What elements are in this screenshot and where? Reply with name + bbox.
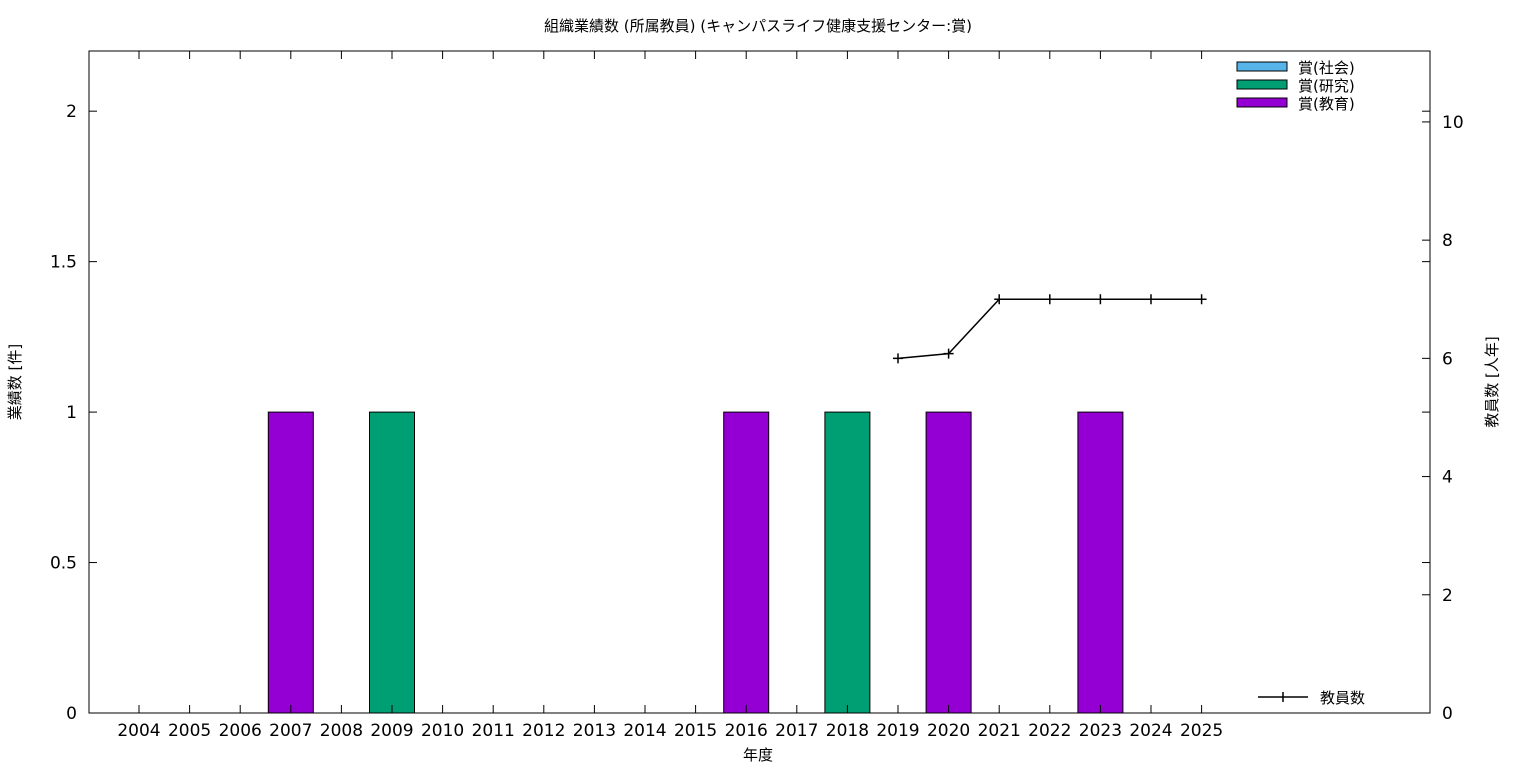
x-tick-label: 2016 — [725, 721, 768, 741]
x-tick-label: 2014 — [623, 721, 666, 741]
legend-line-label: 教員数 — [1320, 689, 1365, 707]
legend-swatch — [1236, 61, 1288, 72]
bar — [369, 411, 415, 714]
bars-layer — [267, 411, 1124, 714]
legend-swatch — [1236, 79, 1288, 90]
x-tick-label: 2007 — [269, 721, 312, 741]
bar — [723, 411, 770, 714]
left-y-tick-label: 1 — [66, 403, 77, 423]
legend-label: 賞(社会) — [1298, 59, 1355, 77]
x-tick-label: 2017 — [775, 721, 818, 741]
bar — [267, 411, 314, 714]
line-series-path — [897, 298, 1202, 360]
x-tick-label: 2004 — [117, 721, 160, 741]
x-tick-label: 2010 — [421, 721, 464, 741]
x-tick-label: 2005 — [168, 721, 211, 741]
x-tick-label: 2022 — [1028, 721, 1071, 741]
x-tick-label: 2008 — [320, 721, 363, 741]
right-y-tick-label: 8 — [1442, 231, 1453, 251]
right-y-tick-label: 0 — [1442, 704, 1453, 724]
x-tick-label: 2012 — [522, 721, 565, 741]
bar — [824, 411, 871, 714]
right-y-tick-label: 4 — [1442, 468, 1453, 488]
x-tick-label: 2013 — [573, 721, 616, 741]
x-tick-label: 2018 — [826, 721, 869, 741]
x-tick-label: 2020 — [927, 721, 970, 741]
x-tick-label: 2015 — [674, 721, 717, 741]
legend-layer: 賞(社会)賞(研究)賞(教育) 教員数 — [1236, 59, 1365, 707]
x-tick-label: 2023 — [1079, 721, 1122, 741]
right-y-tick-label: 6 — [1442, 349, 1453, 369]
x-tick-label: 2019 — [876, 721, 919, 741]
right-y-tick-label: 10 — [1442, 113, 1464, 133]
chart-title: 組織業績数 (所属教員) (キャンパスライフ健康支援センター:賞) — [544, 17, 972, 35]
legend-label: 賞(教育) — [1298, 95, 1355, 113]
bar — [1077, 411, 1124, 714]
x-tick-label: 2011 — [472, 721, 515, 741]
x-axis-label: 年度 — [743, 746, 773, 764]
legend-label: 賞(研究) — [1298, 77, 1355, 95]
left-y-tick-label: 0 — [66, 704, 77, 724]
y-axis-label-right: 教員数 [人年] — [1483, 336, 1501, 427]
line-layer — [893, 294, 1207, 364]
right-y-tick-label: 2 — [1442, 586, 1453, 606]
left-y-tick-label: 1.5 — [50, 253, 77, 273]
x-tick-label: 2024 — [1129, 721, 1172, 741]
x-tick-label: 2009 — [370, 721, 413, 741]
x-tick-label: 2025 — [1180, 721, 1223, 741]
left-y-tick-label: 0.5 — [50, 554, 77, 574]
x-tick-label: 2006 — [219, 721, 262, 741]
left-y-tick-label: 2 — [66, 102, 77, 122]
legend-swatch — [1236, 97, 1288, 108]
x-tick-label: 2021 — [978, 721, 1021, 741]
bar — [925, 411, 972, 714]
y-axis-label-left: 業績数 [件] — [6, 344, 24, 420]
